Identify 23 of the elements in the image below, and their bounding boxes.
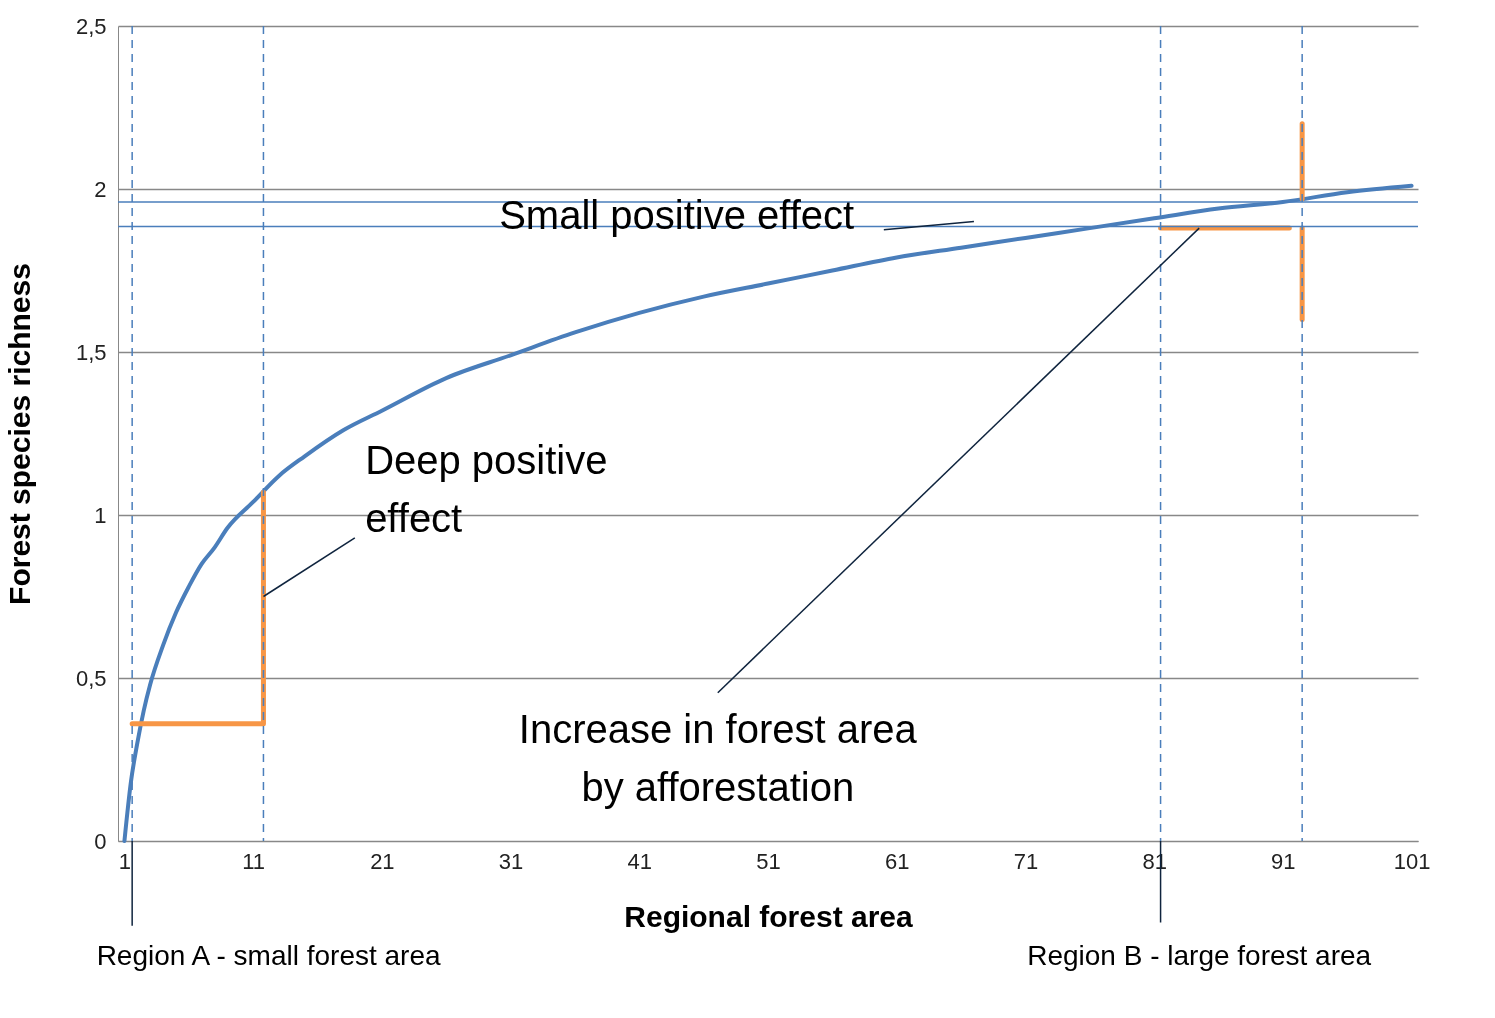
x-tick-label: 101 xyxy=(1393,848,1431,874)
annotation: Region B - large forest area xyxy=(1027,940,1372,972)
y-tick-label: 2,5 xyxy=(75,13,107,39)
x-tick-label: 51 xyxy=(756,848,781,874)
y-tick-label: 2 xyxy=(94,176,107,202)
x-tick-label: 31 xyxy=(498,848,524,874)
y-tick-label: 1,5 xyxy=(75,339,107,365)
x-tick-label: 41 xyxy=(627,848,653,874)
x-tick-label: 61 xyxy=(884,848,910,874)
x-tick-label: 21 xyxy=(370,848,395,874)
annotation: Increase in forest area by afforestation xyxy=(518,707,918,810)
annotation: Region A - small forest area xyxy=(96,940,441,972)
x-tick-label: 91 xyxy=(1271,848,1296,874)
annotation: Deep positive effect xyxy=(365,437,608,540)
annotation: Small positive effect xyxy=(499,192,855,237)
y-axis-title: Forest species richness xyxy=(2,263,36,605)
x-axis-title: Regional forest area xyxy=(624,899,914,933)
x-tick-label: 71 xyxy=(1013,848,1039,874)
x-tick-label: 11 xyxy=(242,848,266,874)
y-tick-label: 0,5 xyxy=(75,665,107,691)
x-tick-label: 1 xyxy=(118,848,132,874)
y-tick-label: 0 xyxy=(94,828,107,854)
y-tick-label: 1 xyxy=(94,502,107,528)
